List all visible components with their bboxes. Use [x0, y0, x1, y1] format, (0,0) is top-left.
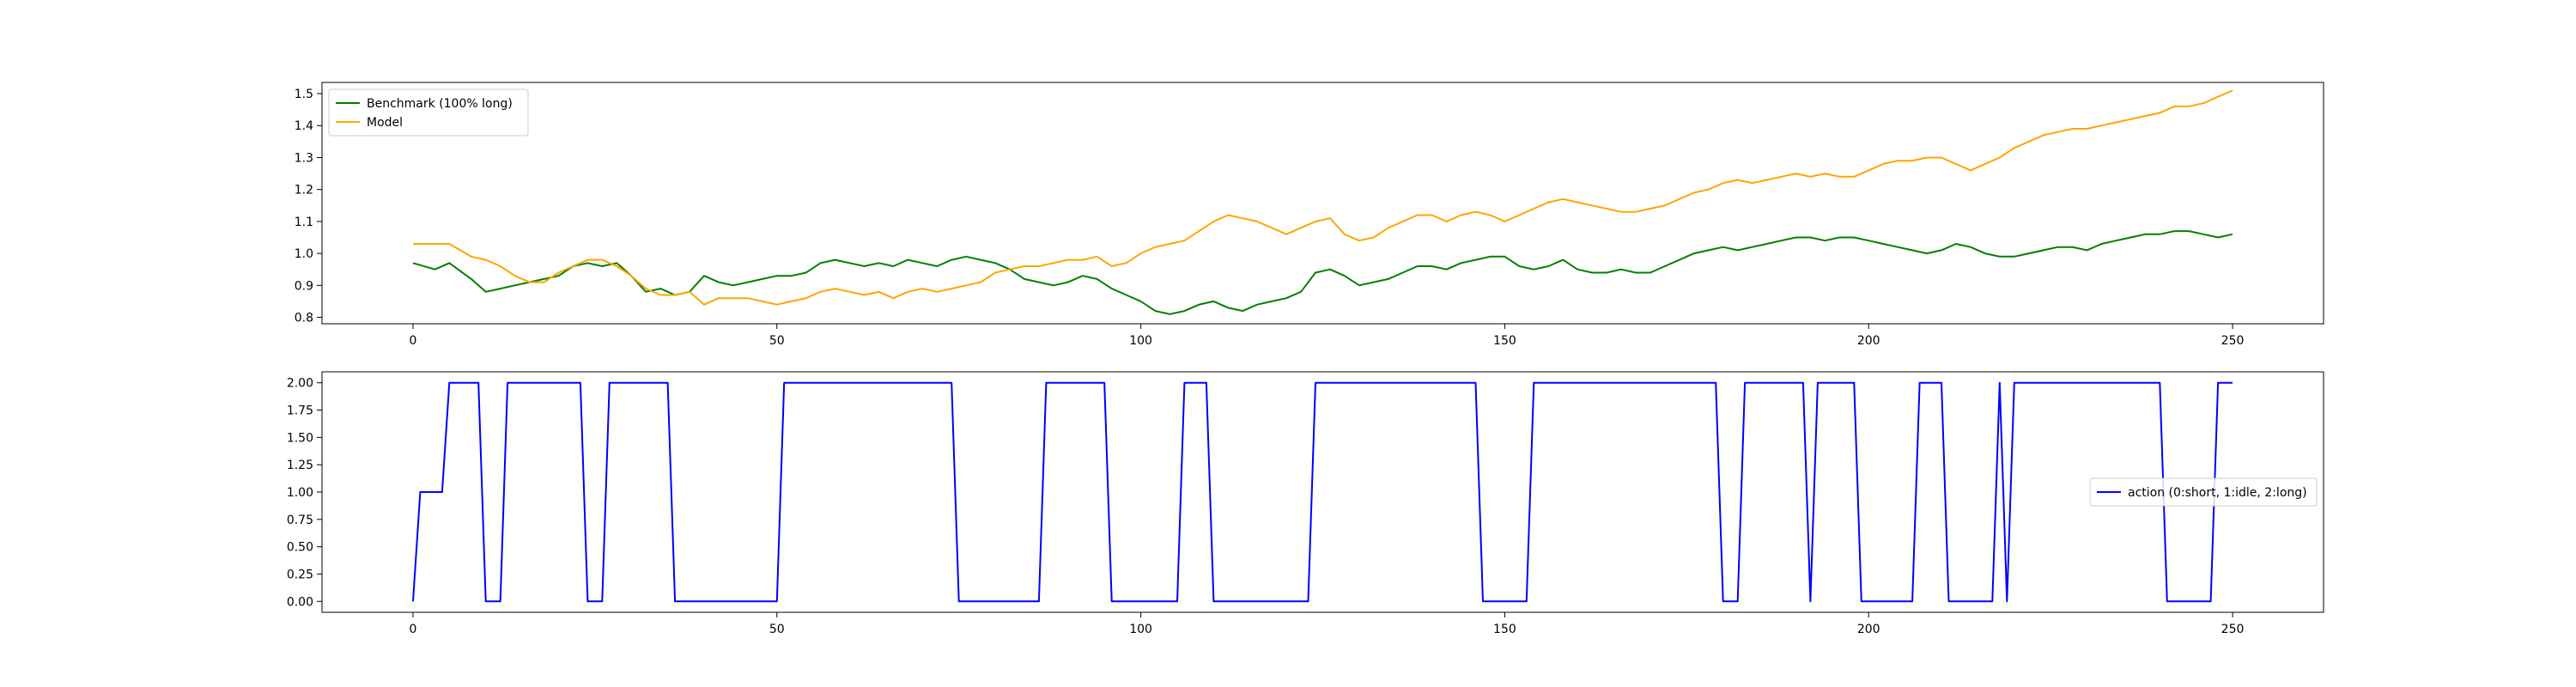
panels: 0 50 100 150 200 250 0.8 0.9 1.0 1.1 1.2 1.3 1.4 1.5 B…	[287, 82, 2324, 636]
legend: action (0:short, 1:idle, 2:long)	[2089, 477, 2318, 507]
legend-label: action (0:short, 1:idle, 2:long)	[2128, 486, 2307, 500]
y-tick-label: 0.9	[295, 279, 313, 293]
series-line-2-1	[412, 381, 2233, 603]
x-tick-label: 0	[409, 334, 416, 348]
y-tick-label: 0.8	[295, 312, 313, 325]
x-tick-label: 200	[1857, 334, 1880, 348]
x-tick-label: 0	[409, 623, 416, 636]
x-tick-label: 50	[769, 623, 785, 636]
y-tick-label: 2.00	[287, 377, 313, 391]
y-tick-label: 0.50	[287, 541, 313, 555]
series-line-1-1	[412, 230, 2233, 315]
chart-panel-1: 0 50 100 150 200 250 0.8 0.9 1.0 1.1 1.2 1.3 1.4 1.5 B…	[295, 82, 2324, 348]
legend: Benchmark (100% long) Model	[328, 88, 529, 137]
x-tick-label: 200	[1857, 623, 1880, 636]
y-tick-label: 0.75	[287, 514, 313, 527]
y-tick-label: 0.25	[287, 568, 313, 581]
y-tick-label: 1.75	[287, 404, 313, 418]
x-tick-label: 250	[2221, 334, 2245, 348]
x-tick-label: 150	[1493, 334, 1516, 348]
legend-label: Benchmark (100% long)	[367, 97, 513, 111]
x-tick-label: 150	[1493, 623, 1516, 636]
legend-label: Model	[367, 116, 403, 130]
series-line-1-2	[413, 89, 2233, 306]
y-tick-label: 1.0	[295, 247, 313, 261]
y-tick-label: 1.50	[287, 431, 313, 445]
y-tick-label: 0.00	[287, 595, 313, 609]
x-tick-label: 250	[2221, 623, 2245, 636]
x-tick-label: 100	[1129, 623, 1152, 636]
y-tick-label: 1.25	[287, 459, 313, 472]
x-tick-label: 100	[1129, 334, 1152, 348]
y-tick-label: 1.3	[295, 151, 313, 165]
axes-frame	[321, 82, 2324, 325]
y-tick-label: 1.1	[295, 216, 313, 229]
legend-box	[2089, 477, 2318, 507]
x-tick-label: 50	[769, 334, 785, 348]
chart-panel-2: 0 50 100 150 200 250 0.00 0.25 0.50 0.75 1.00 1.25 1…	[287, 371, 2324, 636]
y-tick-label: 1.4	[295, 119, 313, 133]
y-tick-label: 1.5	[295, 88, 313, 101]
y-tick-label: 1.2	[295, 184, 313, 198]
y-tick-label: 1.00	[287, 486, 313, 500]
legend-box	[328, 88, 529, 137]
